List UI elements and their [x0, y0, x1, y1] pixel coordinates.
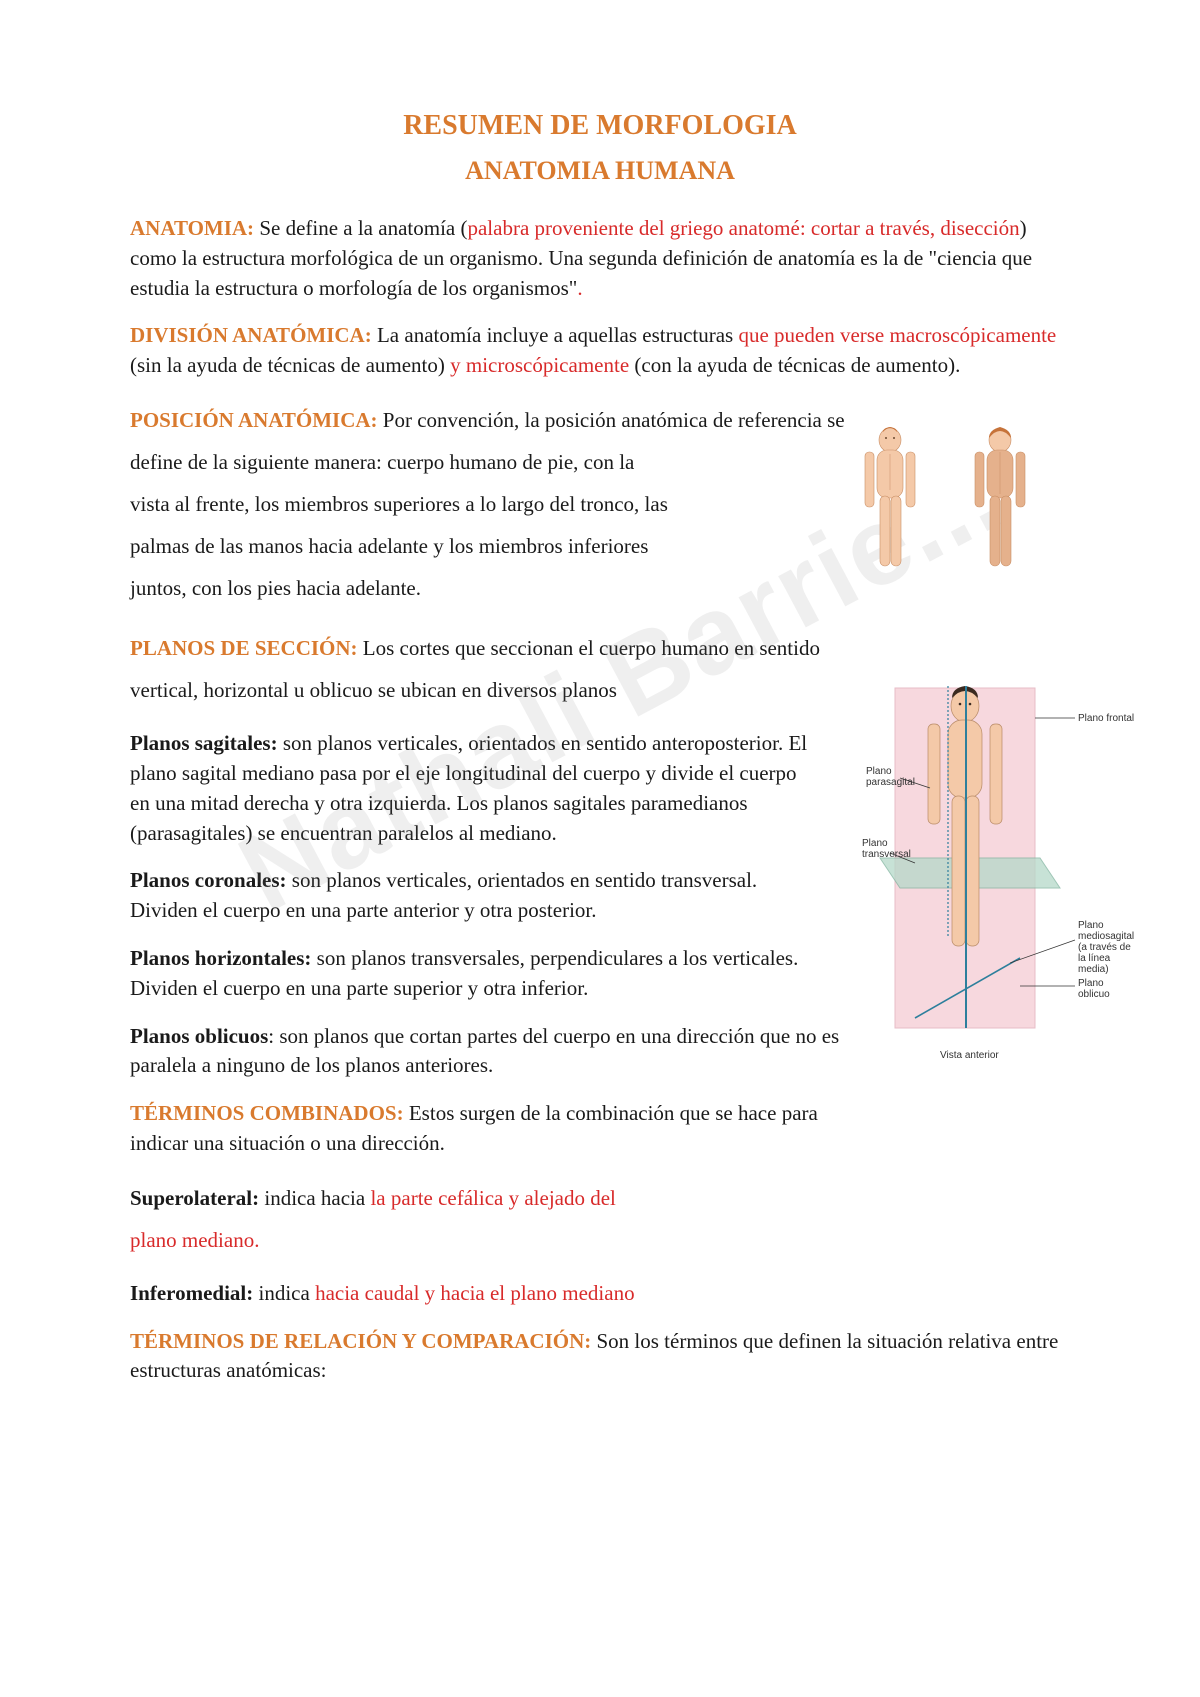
page-title: RESUMEN DE MORFOLOGIA	[130, 110, 1070, 142]
head-posicion: POSICIÓN ANATÓMICA:	[130, 408, 383, 432]
body-planes-figure: Plano frontal Plano parasagital Plano tr…	[860, 678, 1140, 1108]
label-parasagital-1: Plano	[866, 766, 892, 777]
head-planos: PLANOS DE SECCIÓN:	[130, 636, 363, 660]
para-combinados: TÉRMINOS COMBINADOS: Estos surgen de la …	[130, 1099, 830, 1159]
para-inferomedial: Inferomedial: indica hacia caudal y haci…	[130, 1279, 1070, 1309]
text-red-dot: .	[577, 276, 582, 300]
text: juntos, con los pies hacia adelante.	[130, 576, 421, 600]
text-red: hacia caudal y hacia el plano mediano	[315, 1281, 635, 1305]
text-red: la parte cefálica y alejado del	[370, 1186, 615, 1210]
para-sagitales: Planos sagitales: son planos verticales,…	[130, 729, 810, 848]
label-mediosagital-1: Plano	[1078, 920, 1104, 931]
para-anatomia: ANATOMIA: Se define a la anatomía (palab…	[130, 214, 1070, 303]
label-oblicuo-1: Plano	[1078, 978, 1104, 989]
term-superolateral: Superolateral:	[130, 1186, 264, 1210]
text: indica	[259, 1281, 316, 1305]
label-vista-anterior: Vista anterior	[940, 1050, 999, 1061]
para-division: DIVISIÓN ANATÓMICA: La anatomía incluye …	[130, 321, 1070, 381]
text: (sin la ayuda de técnicas de aumento)	[130, 353, 450, 377]
text: palmas de las manos hacia adelante y los…	[130, 534, 648, 558]
term-inferomedial: Inferomedial:	[130, 1281, 259, 1305]
text: (con la ayuda de técnicas de aumento).	[634, 353, 960, 377]
para-coronales: Planos coronales: son planos verticales,…	[130, 866, 830, 926]
text: vista al frente, los miembros superiores…	[130, 492, 668, 516]
para-relacion: TÉRMINOS DE RELACIÓN Y COMPARACIÓN: Son …	[130, 1327, 1070, 1387]
text: Por convención, la posición anatómica de…	[383, 408, 845, 432]
label-mediosagital-3: (a través de	[1078, 942, 1131, 953]
head-anatomia: ANATOMIA:	[130, 216, 259, 240]
body-back-icon	[975, 427, 1025, 566]
term-horizontales: Planos horizontales:	[130, 946, 317, 970]
term-coronales: Planos coronales:	[130, 868, 292, 892]
para-superolateral: Superolateral: indica hacia la parte cef…	[130, 1177, 1070, 1261]
text: Se define a la anatomía (	[259, 216, 467, 240]
label-mediosagital-4: la línea	[1078, 953, 1111, 964]
head-relacion: TÉRMINOS DE RELACIÓN Y COMPARACIÓN:	[130, 1329, 596, 1353]
para-oblicuos: Planos oblicuos: son planos que cortan p…	[130, 1022, 850, 1082]
text-red: y microscópicamente	[450, 353, 634, 377]
label-transversal-2: transversal	[862, 849, 911, 860]
head-combinados: TÉRMINOS COMBINADOS:	[130, 1101, 409, 1125]
para-horizontales: Planos horizontales: son planos transver…	[130, 944, 850, 1004]
body-front-icon	[865, 427, 915, 566]
anatomical-position-figure	[835, 422, 1065, 592]
label-parasagital-2: parasagital	[866, 777, 915, 788]
text: define de la siguiente manera: cuerpo hu…	[130, 450, 634, 474]
term-oblicuos: Planos oblicuos	[130, 1024, 268, 1048]
head-division: DIVISIÓN ANATÓMICA:	[130, 323, 377, 347]
text: La anatomía incluye a aquellas estructur…	[377, 323, 739, 347]
label-frontal: Plano frontal	[1078, 713, 1134, 724]
text: indica hacia	[264, 1186, 370, 1210]
label-oblicuo-2: oblicuo	[1078, 989, 1110, 1000]
label-transversal-1: Plano	[862, 838, 888, 849]
label-mediosagital-2: mediosagital	[1078, 931, 1134, 942]
page-subtitle: ANATOMIA HUMANA	[130, 156, 1070, 186]
document-page: Nathali Barrie... RESUMEN DE MORFOLOGIA …	[0, 0, 1200, 1697]
text: Los cortes que seccionan el cuerpo human…	[363, 636, 820, 660]
text: vertical, horizontal u oblicuo se ubican…	[130, 678, 617, 702]
term-sagitales: Planos sagitales:	[130, 731, 283, 755]
label-mediosagital-5: media)	[1078, 964, 1109, 975]
text-red: palabra proveniente del griego anatomé: …	[467, 216, 1019, 240]
text-red: que pueden verse macroscópicamente	[738, 323, 1056, 347]
text-red: plano mediano.	[130, 1228, 259, 1252]
